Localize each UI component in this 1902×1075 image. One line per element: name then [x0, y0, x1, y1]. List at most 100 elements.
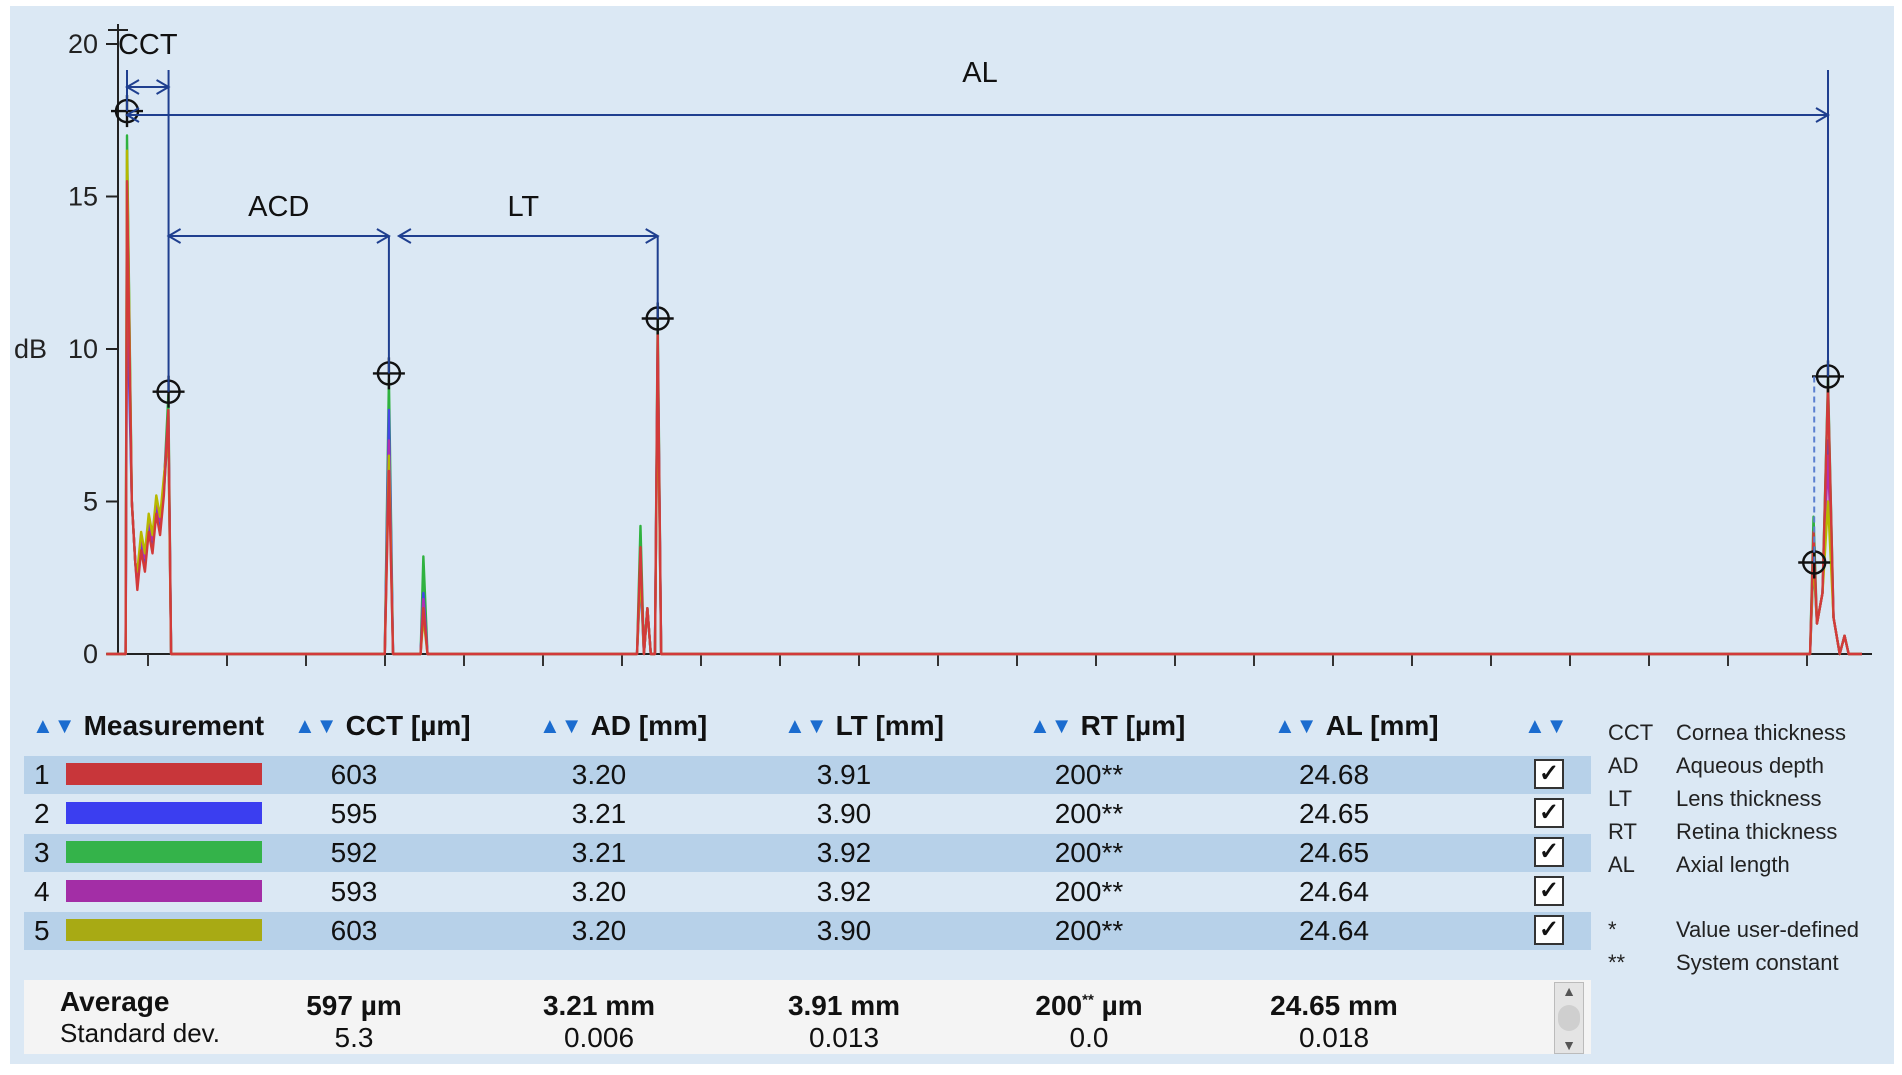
- sort-arrows-icon[interactable]: ▲▼: [1524, 713, 1568, 738]
- al-value: 24.65: [1298, 837, 1370, 868]
- header-cct[interactable]: ▲▼ CCT [µm]: [294, 710, 471, 741]
- annotation-al: AL: [962, 57, 997, 89]
- y-tick-label: 5: [83, 487, 98, 517]
- rt-value: 200**: [1054, 876, 1124, 907]
- y-tick-label: 0: [83, 639, 98, 669]
- cct-value: 592: [330, 837, 378, 868]
- al-value: 24.64: [1298, 876, 1370, 907]
- series-color-swatch: [66, 919, 262, 941]
- header-rt[interactable]: ▲▼ RT [µm]: [1029, 710, 1186, 741]
- al-value: 24.64: [1298, 915, 1370, 946]
- lt-value: 3.92: [816, 876, 872, 907]
- series-color-swatch: [66, 802, 262, 824]
- rt-value: 200**: [1054, 798, 1124, 829]
- legend-abbr: CCT: [1608, 720, 1654, 745]
- average-lt: 3.91 mm: [787, 990, 901, 1021]
- average-rt: 200** µm: [1035, 990, 1143, 1021]
- stddev-label: Standard dev.: [60, 1018, 220, 1048]
- al-value: 24.65: [1298, 798, 1370, 829]
- row-id: 2: [34, 798, 50, 829]
- scroll-up-icon[interactable]: ▲: [1562, 983, 1576, 999]
- al-arrow-head-right: [1815, 107, 1830, 123]
- al-value: 24.68: [1298, 759, 1370, 790]
- average-cct: 597 µm: [306, 990, 402, 1021]
- table-row[interactable]: 4 593 3.20 3.92 200** 24.64 ✓: [24, 873, 1591, 911]
- cct-value: 593: [330, 876, 378, 907]
- stddev-al: 0.018: [1298, 1022, 1370, 1053]
- table-row[interactable]: 2 595 3.21 3.90 200** 24.65 ✓: [24, 795, 1591, 833]
- rt-value: 200**: [1054, 759, 1124, 790]
- vertical-scrollbar[interactable]: ▲ ▼: [1554, 982, 1584, 1054]
- acd-arrow-head-left: [166, 228, 182, 244]
- biometry-panel: 0 5 10 15 20 dB CCT AL ACD LT ▲▼ Measurement ▲▼ CCT…: [10, 6, 1894, 1064]
- row-id: 5: [34, 915, 50, 946]
- table-row[interactable]: 1 603 3.20 3.91 200** 24.68 ✓: [24, 756, 1591, 794]
- sort-arrows-icon[interactable]: ▲▼: [1029, 713, 1073, 738]
- legend-desc: Lens thickness: [1676, 786, 1822, 811]
- ad-value: 3.21: [571, 798, 627, 829]
- lt-arrow-head-right: [645, 228, 660, 244]
- table-row[interactable]: 3 592 3.21 3.92 200** 24.65 ✓: [24, 834, 1591, 872]
- scroll-down-icon[interactable]: ▼: [1562, 1037, 1576, 1053]
- lt-value: 3.92: [816, 837, 872, 868]
- average-ad: 3.21 mm: [542, 990, 656, 1021]
- legend-abbr: AD: [1608, 753, 1639, 778]
- cct-value: 603: [330, 759, 378, 790]
- sort-arrows-icon[interactable]: ▲▼: [1274, 713, 1318, 738]
- sort-arrows-icon[interactable]: ▲▼: [294, 713, 338, 738]
- sort-arrows-icon[interactable]: ▲▼: [539, 713, 583, 738]
- legend-desc: Value user-defined: [1676, 917, 1860, 942]
- legend-abbr: LT: [1608, 786, 1633, 811]
- legend-desc: Aqueous depth: [1676, 753, 1825, 778]
- echo-trace-series-3: [106, 134, 1862, 656]
- stddev-ad: 0.006: [563, 1022, 635, 1053]
- series-color-swatch: [66, 880, 262, 902]
- header-al[interactable]: ▲▼ AL [mm]: [1274, 710, 1439, 741]
- row-checkbox[interactable]: ✓: [1534, 798, 1564, 828]
- legend-abbr: AL: [1608, 852, 1635, 877]
- header-select[interactable]: ▲▼: [1524, 710, 1576, 754]
- cct-arrow-head-left: [125, 79, 140, 95]
- legend-desc: Retina thickness: [1676, 819, 1838, 844]
- annotation-acd: ACD: [248, 191, 309, 223]
- rt-value: 200**: [1054, 915, 1124, 946]
- cct-value: 595: [330, 798, 378, 829]
- series-color-swatch: [66, 841, 262, 863]
- rt-value: 200**: [1054, 837, 1124, 868]
- ad-value: 3.20: [571, 915, 627, 946]
- acd-arrow-head-right: [376, 228, 391, 244]
- lt-value: 3.91: [816, 759, 872, 790]
- header-ad[interactable]: ▲▼ AD [mm]: [539, 710, 708, 741]
- row-checkbox[interactable]: ✓: [1534, 915, 1564, 945]
- lt-arrow-head-left: [396, 228, 412, 244]
- table-row[interactable]: 5 603 3.20 3.90 200** 24.64 ✓: [24, 912, 1591, 950]
- series-color-swatch: [66, 763, 262, 785]
- y-tick-label: 10: [68, 334, 98, 364]
- row-checkbox[interactable]: ✓: [1534, 876, 1564, 906]
- ad-value: 3.20: [571, 876, 627, 907]
- legend-abbr: **: [1608, 950, 1626, 975]
- echo-trace-series-2: [106, 286, 1862, 656]
- lt-value: 3.90: [816, 798, 872, 829]
- legend-abbr: *: [1608, 917, 1617, 942]
- cct-value: 603: [330, 915, 378, 946]
- y-tick-label: 20: [68, 29, 98, 59]
- average-label: Average: [60, 986, 170, 1017]
- legend-abbr: RT: [1608, 819, 1637, 844]
- header-lt[interactable]: ▲▼ LT [mm]: [784, 710, 944, 741]
- y-axis-label: dB: [14, 334, 47, 364]
- ad-value: 3.20: [571, 759, 627, 790]
- row-checkbox[interactable]: ✓: [1534, 759, 1564, 789]
- legend-desc: System constant: [1676, 950, 1839, 975]
- row-id: 3: [34, 837, 50, 868]
- annotation-cct: CCT: [118, 29, 178, 61]
- echo-trace-series-4: [106, 225, 1862, 656]
- scroll-thumb[interactable]: [1558, 1005, 1580, 1031]
- sort-arrows-icon[interactable]: ▲▼: [32, 713, 76, 738]
- stddev-cct: 5.3: [334, 1022, 374, 1053]
- row-checkbox[interactable]: ✓: [1534, 837, 1564, 867]
- average-al: 24.65 mm: [1270, 990, 1398, 1021]
- sort-arrows-icon[interactable]: ▲▼: [784, 713, 828, 738]
- header-measurement[interactable]: ▲▼ Measurement: [32, 710, 265, 741]
- al-arrow-head-left: [125, 107, 140, 123]
